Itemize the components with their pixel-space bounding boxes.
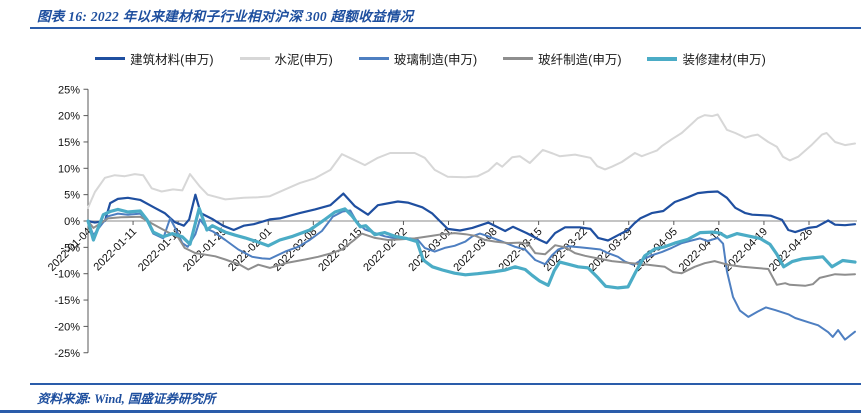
y-axis-label: -15% xyxy=(54,295,80,307)
legend-line-swatch-icon xyxy=(647,56,678,61)
legend-item-1: 水泥(申万) xyxy=(239,49,333,68)
x-axis-label: 2022-02-08 xyxy=(271,226,319,274)
title-divider-rule xyxy=(30,27,861,29)
y-axis-label: 20% xyxy=(58,111,80,123)
chart-legend: 建筑材料(申万) 水泥(申万) 玻璃制造(申万) 玻纤制造(申万) 装修建材(申万) xyxy=(0,49,861,68)
y-axis-label: -10% xyxy=(54,269,80,281)
y-axis-label: -25% xyxy=(54,348,80,360)
series-line-3 xyxy=(87,215,856,287)
y-axis-label: 15% xyxy=(58,137,80,149)
legend-line-swatch-icon xyxy=(358,57,389,60)
series-line-2 xyxy=(87,209,856,341)
excess-return-line-chart: 2022-01-042022-01-112022-01-182022-01-25… xyxy=(46,84,857,360)
chart-title: 图表 16: 2022 年以来建材和子行业相对沪深 300 超额收益情况 xyxy=(37,9,414,24)
y-axis-label: -20% xyxy=(54,321,80,333)
page-bottom-rule xyxy=(0,410,861,413)
data-source-note: 资料来源: Wind, 国盛证券研究所 xyxy=(37,392,216,406)
legend-label-3: 玻纤制造(申万) xyxy=(538,53,622,67)
legend-item-4: 装修建材(申万) xyxy=(647,49,766,68)
legend-label-0: 建筑材料(申万) xyxy=(130,53,214,67)
y-axis-label: 5% xyxy=(64,190,80,202)
y-axis-label: 0% xyxy=(64,216,80,228)
legend-line-swatch-icon xyxy=(95,57,126,60)
series-line-0 xyxy=(86,190,857,245)
legend-line-swatch-icon xyxy=(239,57,270,60)
legend-label-1: 水泥(申万) xyxy=(274,53,333,67)
y-axis-label: -5% xyxy=(60,242,80,254)
legend-item-3: 玻纤制造(申万) xyxy=(503,49,621,68)
y-axis-label: 10% xyxy=(58,163,80,175)
series-line-1 xyxy=(87,113,856,209)
series-line-4 xyxy=(86,206,857,290)
y-axis-label: 25% xyxy=(58,84,80,96)
legend-label-2: 玻璃制造(申万) xyxy=(393,53,478,67)
footer-divider-rule xyxy=(30,383,861,385)
legend-label-4: 装修建材(申万) xyxy=(682,53,766,67)
legend-line-swatch-icon xyxy=(503,57,534,60)
x-axis-label: 2022-01-11 xyxy=(91,226,139,274)
legend-item-0: 建筑材料(申万) xyxy=(95,49,214,68)
legend-item-2: 玻璃制造(申万) xyxy=(358,49,478,68)
